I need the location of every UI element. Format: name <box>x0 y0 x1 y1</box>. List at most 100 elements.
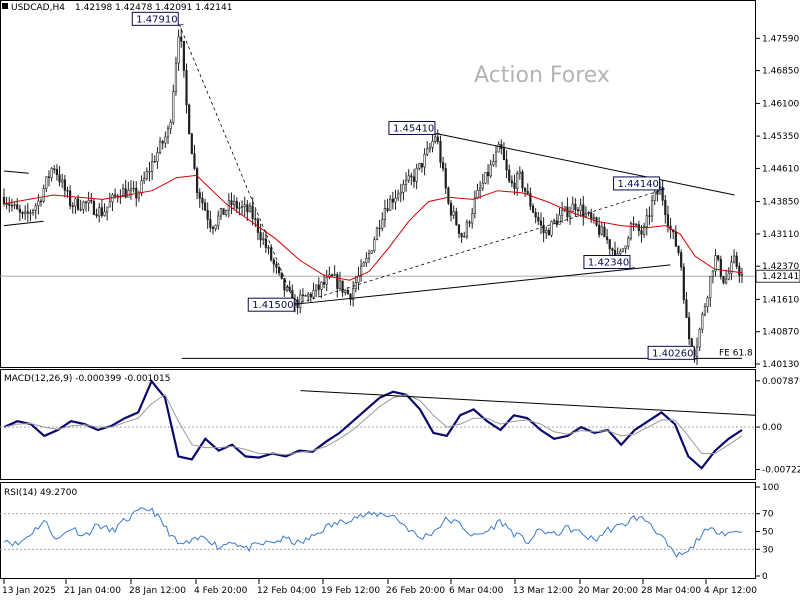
candle-body <box>63 179 66 191</box>
candle-body <box>317 284 320 290</box>
candle-body <box>455 211 458 226</box>
candle-body <box>132 187 135 190</box>
candle-body <box>280 272 283 279</box>
macd-panel[interactable]: MACD(12,26,9) -0.000399 -0.001015 <box>0 369 756 480</box>
price-callout-label: 1.44140 <box>618 179 659 190</box>
candle-body <box>653 191 656 201</box>
candle-body <box>526 191 529 194</box>
candle-body <box>233 200 236 206</box>
candle-body <box>322 281 326 285</box>
candle-body <box>222 208 225 215</box>
time-tick-label: 28 Jan 12:00 <box>129 586 186 596</box>
candle-body <box>397 193 400 199</box>
symbol-label: USDCAD,H4 <box>11 3 65 13</box>
macd-signal-line <box>3 393 743 456</box>
candle-body <box>436 136 439 142</box>
price-callout-box <box>583 255 631 270</box>
candle-body <box>127 190 130 198</box>
candle-body <box>164 136 167 144</box>
time-tick-label: 12 Feb 04:00 <box>257 586 316 596</box>
candle-body <box>666 214 670 227</box>
rsi-axis: 100 70 50 30 0 <box>755 483 779 582</box>
candle-body <box>188 104 191 135</box>
candle-body <box>359 265 363 277</box>
candle-body <box>550 221 553 236</box>
candle-body <box>341 280 344 293</box>
price-panel[interactable]: Action Forex 1.47910 1.45410 1.44140 1.4234… <box>0 0 756 368</box>
candle-body <box>145 171 148 179</box>
candle-body <box>452 211 455 216</box>
candle-body <box>730 261 733 274</box>
candle-body <box>412 176 416 182</box>
candle-body <box>740 274 744 276</box>
candle-body <box>95 214 98 217</box>
candle-body <box>687 317 691 340</box>
candle-body <box>219 208 223 217</box>
candle-body <box>404 179 408 185</box>
candle-body <box>198 192 201 199</box>
rsi-panel[interactable]: RSI(14) 49.2700 <box>0 482 756 579</box>
candle-body <box>333 274 336 276</box>
candle-body <box>349 293 352 300</box>
candle-body <box>571 203 574 212</box>
candle-body <box>79 209 82 211</box>
candle-body <box>375 227 379 241</box>
candle-body <box>574 203 577 211</box>
candle-body <box>129 188 133 191</box>
candle-body <box>431 140 434 148</box>
price-callout-label: 1.40260 <box>652 348 693 359</box>
candle-body <box>344 290 347 293</box>
candle-body <box>246 204 249 213</box>
candle-body <box>722 276 725 284</box>
candle-body <box>428 147 431 150</box>
price-callout-box <box>131 11 179 26</box>
candle-body <box>695 346 699 357</box>
candle-body <box>645 215 648 227</box>
candle-body <box>558 214 561 225</box>
candle-body <box>576 209 580 212</box>
candle-body <box>561 210 564 216</box>
candle-body <box>680 252 683 268</box>
candle-body <box>301 294 305 297</box>
candle-body <box>370 250 373 254</box>
rsi-title: RSI(14) 49.2700 <box>4 488 77 498</box>
time-tick-label: 26 Feb 20:00 <box>386 586 445 596</box>
price-tick-label: 1.46100 <box>762 99 799 109</box>
candle-body <box>248 205 252 213</box>
candle-body <box>61 179 64 183</box>
candle-body <box>608 239 611 249</box>
price-callout-label: 1.47910 <box>136 14 177 25</box>
candle-body <box>621 248 625 252</box>
candle-body <box>529 193 532 207</box>
candle-body <box>534 211 537 218</box>
candle-body <box>299 294 302 308</box>
price-tick-label: 1.40870 <box>762 328 799 338</box>
candle-body <box>288 287 291 291</box>
candle-body <box>193 153 196 169</box>
candle-body <box>555 220 558 225</box>
candle-body <box>153 161 156 163</box>
candle-body <box>13 204 16 206</box>
candle-body <box>270 247 273 261</box>
candle-body <box>460 233 463 238</box>
trendline <box>435 132 735 196</box>
candle-body <box>471 213 474 224</box>
candle-body <box>420 163 424 168</box>
candle-body <box>479 187 482 191</box>
fibonacci-label: FE 61.8 <box>719 348 753 358</box>
candle-body <box>346 290 349 295</box>
candle-body <box>439 141 442 163</box>
candle-body <box>521 171 524 189</box>
candle-body <box>195 168 199 193</box>
candle-body <box>703 306 707 315</box>
candle-body <box>656 191 659 195</box>
candle-body <box>661 186 664 201</box>
candle-body <box>391 198 394 203</box>
candle-body <box>315 284 318 291</box>
macd-tick-label: 0.00 <box>762 423 782 433</box>
candle-body <box>106 206 109 213</box>
candle-body <box>209 219 212 228</box>
candle-body <box>381 219 384 229</box>
